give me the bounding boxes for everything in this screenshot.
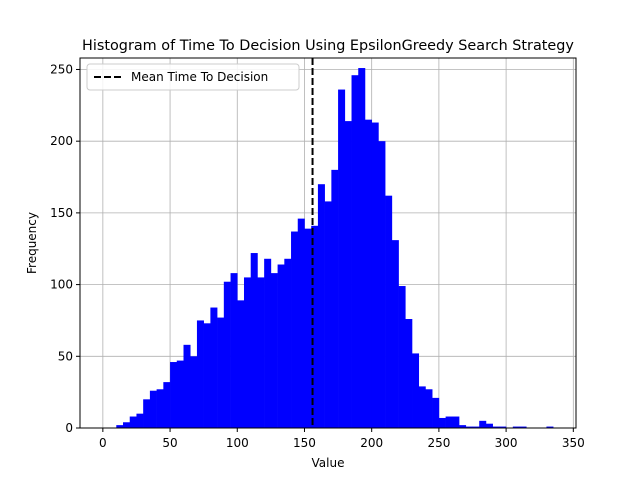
y-tick-label: 100	[50, 278, 73, 292]
histogram-bar	[123, 422, 131, 428]
histogram-bar	[237, 300, 245, 428]
chart-title: Histogram of Time To Decision Using Epsi…	[82, 38, 574, 54]
histogram-bar	[156, 389, 164, 428]
histogram-bar	[264, 258, 272, 428]
histogram-bar	[331, 169, 339, 428]
y-tick-label: 150	[50, 206, 73, 220]
histogram-bar	[479, 420, 487, 428]
histogram-bar	[170, 362, 178, 428]
histogram-bar	[378, 141, 386, 429]
histogram-bar	[546, 426, 554, 428]
histogram-bar	[512, 426, 520, 428]
histogram-bar	[223, 281, 231, 428]
histogram-bar	[472, 426, 480, 428]
histogram-bar	[136, 413, 144, 428]
histogram-bar	[250, 253, 258, 428]
histogram-bar	[412, 353, 420, 428]
histogram-bar	[418, 386, 426, 428]
plot-frame	[79, 57, 577, 429]
histogram-bar	[183, 344, 191, 428]
histogram-bar	[149, 390, 157, 428]
histogram-bar	[385, 195, 393, 428]
histogram-bar	[116, 425, 124, 428]
histogram-bar	[304, 228, 312, 428]
histogram-bar	[129, 416, 137, 428]
histogram-bar	[176, 360, 184, 428]
histogram-bar	[344, 121, 352, 429]
histogram-bar	[317, 184, 325, 428]
histogram-bar	[459, 425, 467, 428]
histogram-bar	[210, 307, 218, 428]
histogram-bar	[351, 75, 359, 429]
y-axis-label: Frequency	[25, 212, 39, 274]
histogram-bar	[284, 258, 292, 428]
histogram-bar	[196, 320, 204, 428]
histogram-bar	[432, 397, 440, 428]
histogram-bar	[291, 231, 299, 428]
histogram-bar	[499, 426, 507, 428]
y-tick-label: 0	[65, 421, 73, 435]
histogram-bar	[405, 319, 413, 428]
x-tick-label: 250	[427, 436, 450, 450]
histogram-bar	[364, 119, 372, 429]
histogram-bar	[257, 277, 265, 428]
histogram-bar	[243, 277, 252, 428]
y-tick-label: 50	[58, 349, 73, 363]
histogram-bar	[230, 273, 238, 428]
histogram-bar	[297, 218, 305, 428]
x-tick-label: 300	[495, 436, 518, 450]
legend-label: Mean Time To Decision	[131, 70, 268, 84]
histogram-bar	[203, 323, 211, 428]
histogram-bar	[438, 417, 446, 428]
x-tick-label: 50	[162, 436, 177, 450]
x-tick-label: 100	[226, 436, 249, 450]
histogram-bar	[391, 240, 399, 428]
ticks-layer: 0 50 100 150 200 250 300 350 0 50 100 150 200 250	[50, 62, 585, 450]
histogram-bar	[190, 356, 198, 428]
x-axis-label: Value	[312, 456, 345, 470]
y-tick-label: 200	[50, 134, 73, 148]
legend: Mean Time To Decision	[86, 63, 300, 91]
y-tick-label: 250	[50, 62, 73, 76]
histogram-bar	[324, 201, 332, 428]
x-tick-label: 150	[293, 436, 316, 450]
x-tick-label: 200	[360, 436, 383, 450]
histogram-bar	[485, 423, 493, 428]
histogram-bar	[465, 426, 473, 428]
histogram-bar	[492, 426, 500, 428]
histogram-bar	[425, 389, 433, 428]
histogram-bar	[445, 416, 453, 428]
histogram-bar	[163, 382, 171, 428]
histogram-bar	[519, 426, 527, 428]
histogram-bar	[217, 317, 225, 428]
histogram-bar	[143, 399, 151, 428]
x-tick-label: 0	[99, 436, 107, 450]
histogram-bar	[270, 273, 278, 428]
histogram-bar	[371, 122, 379, 428]
histogram-bar	[338, 89, 346, 428]
histogram-bar	[452, 416, 460, 428]
histogram-bar	[311, 225, 319, 428]
histogram-bar	[277, 264, 285, 428]
histogram-bar	[358, 68, 366, 428]
bars-layer	[116, 68, 554, 429]
legend-box	[86, 63, 300, 91]
histogram-bar	[398, 286, 406, 428]
x-tick-label: 350	[562, 436, 585, 450]
